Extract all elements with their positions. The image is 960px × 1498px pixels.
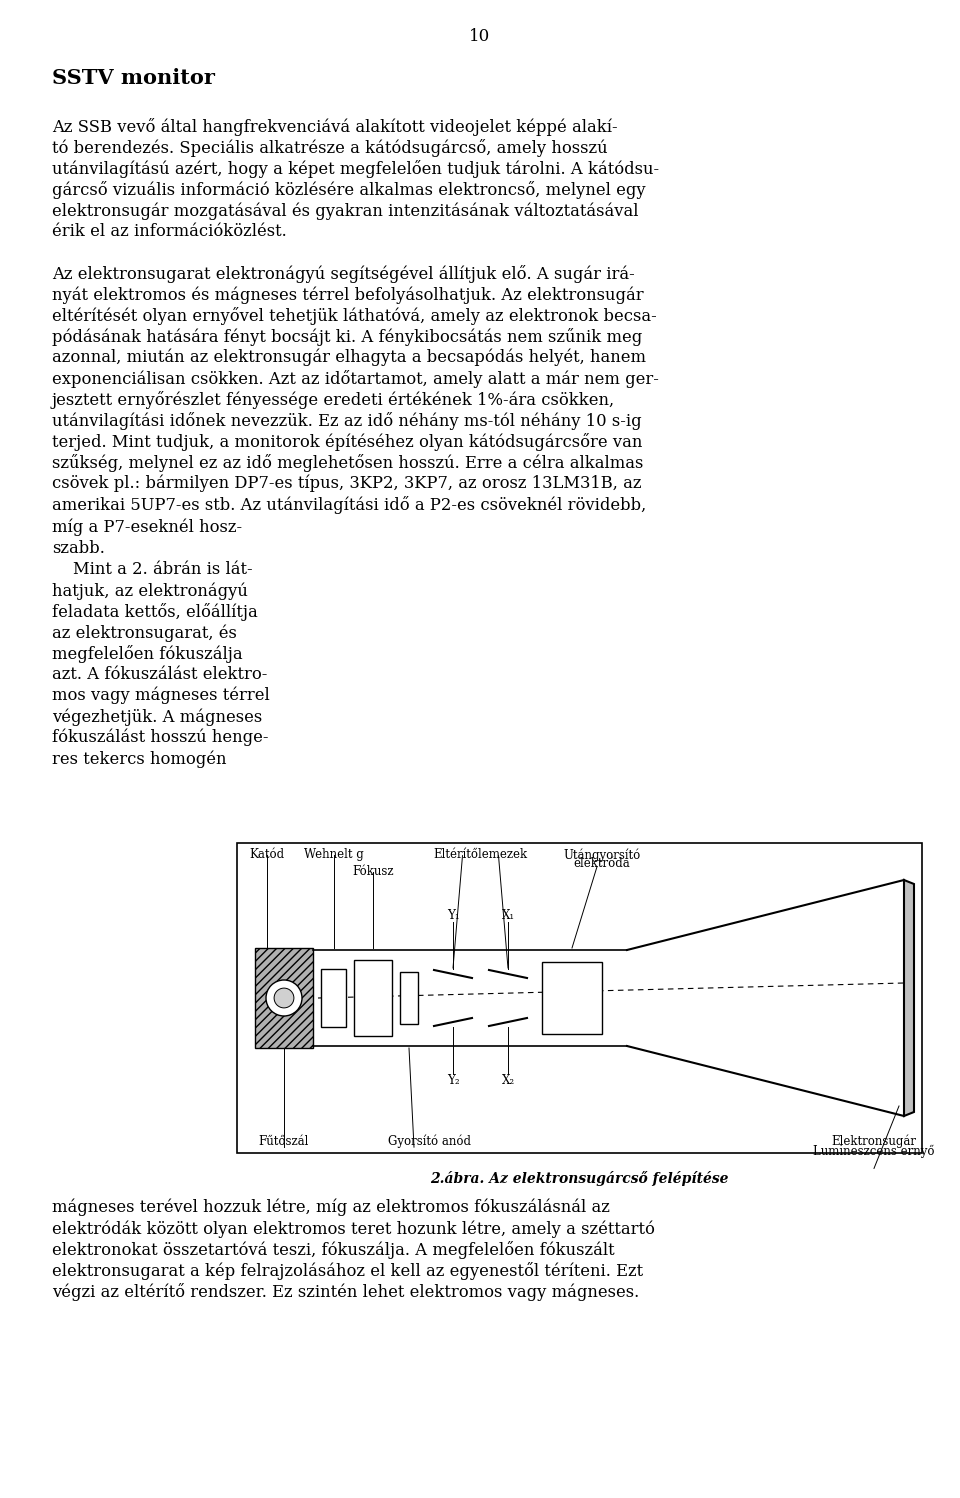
Text: végezhetjük. A mágneses: végezhetjük. A mágneses — [52, 709, 262, 725]
Text: terjed. Mint tudjuk, a monitorok építéséhez olyan kátódsugárcsőre van: terjed. Mint tudjuk, a monitorok építésé… — [52, 433, 642, 451]
Text: elektronsugár mozgatásával és gyakran intenzitásának változtatásával: elektronsugár mozgatásával és gyakran in… — [52, 202, 638, 220]
Text: X₁: X₁ — [501, 909, 515, 921]
Text: Eltérítőlemezek: Eltérítőlemezek — [433, 848, 528, 861]
Text: azonnal, miután az elektronsugár elhagyta a becsapódás helyét, hanem: azonnal, miután az elektronsugár elhagyt… — [52, 349, 646, 367]
Bar — [237, 843, 922, 1153]
Text: 2.ábra. Az elektronsugárcső felépítése: 2.ábra. Az elektronsugárcső felépítése — [430, 1171, 729, 1186]
Text: res tekercs homogén: res tekercs homogén — [52, 750, 227, 767]
Text: szűkség, melynel ez az idő meglehetősen hosszú. Erre a célra alkalmas: szűkség, melynel ez az idő meglehetősen … — [52, 454, 643, 472]
Text: csövek pl.: bármilyen DP7-es típus, 3KP2, 3KP7, az orosz 13LM31B, az: csövek pl.: bármilyen DP7-es típus, 3KP2… — [52, 475, 641, 493]
Text: az elektronsugarat, és: az elektronsugarat, és — [52, 625, 237, 641]
Text: Mint a 2. ábrán is lát-: Mint a 2. ábrán is lát- — [52, 560, 252, 578]
Text: Az SSB vevő által hangfrekvenciává alakított videojelet képpé alakí-: Az SSB vevő által hangfrekvenciává alakí… — [52, 118, 617, 136]
Text: mos vagy mágneses térrel: mos vagy mágneses térrel — [52, 688, 270, 704]
Text: feladata kettős, előállítja: feladata kettős, előállítja — [52, 604, 257, 622]
Text: nyát elektromos és mágneses térrel befolyásolhatjuk. Az elektronsugár: nyát elektromos és mágneses térrel befol… — [52, 286, 643, 304]
Bar — [354, 960, 392, 1037]
Text: elektródák között olyan elektromos teret hozunk létre, amely a széttartó: elektródák között olyan elektromos teret… — [52, 1219, 655, 1237]
Bar — [255, 948, 313, 1049]
Text: SSTV monitor: SSTV monitor — [52, 67, 215, 88]
Text: Wehnelt g: Wehnelt g — [303, 848, 364, 861]
Text: elektróda: elektróda — [574, 857, 631, 870]
Text: mágneses terével hozzuk létre, míg az elektromos fókuszálásnál az: mágneses terével hozzuk létre, míg az el… — [52, 1198, 610, 1216]
Text: X₂: X₂ — [501, 1074, 515, 1088]
Circle shape — [275, 989, 294, 1008]
Text: Fűtőszál: Fűtőszál — [259, 1135, 309, 1147]
Text: érik el az információközlést.: érik el az információközlést. — [52, 223, 287, 240]
Text: Gyorsító anód: Gyorsító anód — [388, 1134, 470, 1147]
Text: exponenciálisan csökken. Azt az időtartamot, amely alatt a már nem ger-: exponenciálisan csökken. Azt az időtarta… — [52, 370, 659, 388]
Text: elektronsugarat a kép felrajzolásához el kell az egyenestől téríteni. Ezt: elektronsugarat a kép felrajzolásához el… — [52, 1261, 643, 1279]
Text: hatjuk, az elektronágyú: hatjuk, az elektronágyú — [52, 583, 248, 599]
Text: végzi az eltérítő rendszer. Ez szintén lehet elektromos vagy mágneses.: végzi az eltérítő rendszer. Ez szintén l… — [52, 1282, 639, 1300]
Text: utánvilagítási időnek nevezzük. Ez az idő néhány ms-tól néhány 10 s-ig: utánvilagítási időnek nevezzük. Ez az id… — [52, 412, 641, 430]
Text: gárcső vizuális információ közlésére alkalmas elektroncső, melynel egy: gárcső vizuális információ közlésére alk… — [52, 181, 646, 199]
Text: megfelelően fókuszálja: megfelelően fókuszálja — [52, 646, 243, 664]
Text: Utángyorsító: Utángyorsító — [564, 848, 640, 861]
Text: Lumineszcens ernyő: Lumineszcens ernyő — [813, 1144, 935, 1158]
Text: Fókusz: Fókusz — [352, 864, 394, 878]
Text: szabb.: szabb. — [52, 539, 105, 557]
Bar — [321, 969, 346, 1026]
Text: Y₁: Y₁ — [446, 909, 459, 921]
Text: elektronokat összetartóvá teszi, fókuszálja. A megfelelően fókuszált: elektronokat összetartóvá teszi, fókuszá… — [52, 1240, 614, 1258]
Text: amerikai 5UP7-es stb. Az utánvilagítási idő a P2-es csöveknél rövidebb,: amerikai 5UP7-es stb. Az utánvilagítási … — [52, 496, 646, 514]
Text: Katód: Katód — [250, 848, 284, 861]
Text: Y₂: Y₂ — [446, 1074, 459, 1088]
Text: Elektronsugár: Elektronsugár — [831, 1134, 917, 1147]
Text: pódásának hatására fényt bocsájt ki. A fénykibocsátás nem szűnik meg: pódásának hatására fényt bocsájt ki. A f… — [52, 328, 642, 346]
Text: tó berendezés. Speciális alkatrésze a kátódsugárcső, amely hosszú: tó berendezés. Speciális alkatrésze a ká… — [52, 139, 608, 157]
Text: jesztett ernyőrészlet fényessége eredeti értékének 1%-ára csökken,: jesztett ernyőrészlet fényessége eredeti… — [52, 391, 615, 409]
Text: azt. A fókuszálást elektro-: azt. A fókuszálást elektro- — [52, 667, 268, 683]
Circle shape — [266, 980, 302, 1016]
Bar — [542, 962, 602, 1034]
Text: fókuszálást hosszú henge-: fókuszálást hosszú henge- — [52, 730, 269, 746]
Text: eltérítését olyan ernyővel tehetjük láthatóvá, amely az elektronok becsa-: eltérítését olyan ernyővel tehetjük láth… — [52, 307, 657, 325]
Text: míg a P7-eseknél hosz-: míg a P7-eseknél hosz- — [52, 518, 242, 536]
Polygon shape — [904, 879, 914, 1116]
Bar — [400, 972, 418, 1025]
Text: utánvilagítású azért, hogy a képet megfelelően tudjuk tárolni. A kátódsu-: utánvilagítású azért, hogy a képet megfe… — [52, 160, 660, 178]
Text: 10: 10 — [469, 28, 491, 45]
Text: Az elektronsugarat elektronágyú segítségével állítjuk elő. A sugár irá-: Az elektronsugarat elektronágyú segítség… — [52, 265, 635, 283]
